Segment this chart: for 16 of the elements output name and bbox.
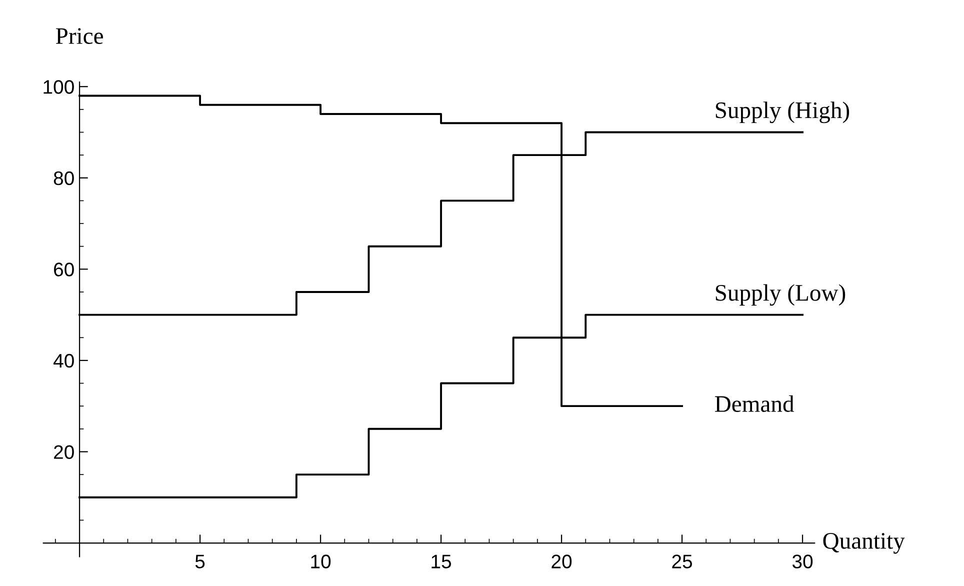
x-tick-label: 10 [311, 554, 331, 568]
x-tick-label: 30 [792, 554, 813, 568]
y-tick-label: 20 [54, 445, 74, 459]
y-axis-title: Price [56, 28, 103, 44]
x-tick-label: 25 [672, 554, 692, 568]
x-axis-title: Quantity [823, 532, 905, 554]
y-tick-label: 100 [44, 80, 74, 94]
y-tick-label: 40 [53, 354, 74, 368]
x-tick-label: 15 [432, 554, 452, 568]
series-label: Supply (Low) [716, 284, 846, 306]
series-label: Demand [715, 395, 794, 412]
x-tick-label: 5 [195, 554, 205, 568]
series-label: Supply (High) [716, 102, 850, 124]
y-tick-label: 80 [54, 171, 74, 186]
y-tick-label: 60 [54, 262, 74, 276]
x-tick-label: 20 [552, 554, 572, 568]
